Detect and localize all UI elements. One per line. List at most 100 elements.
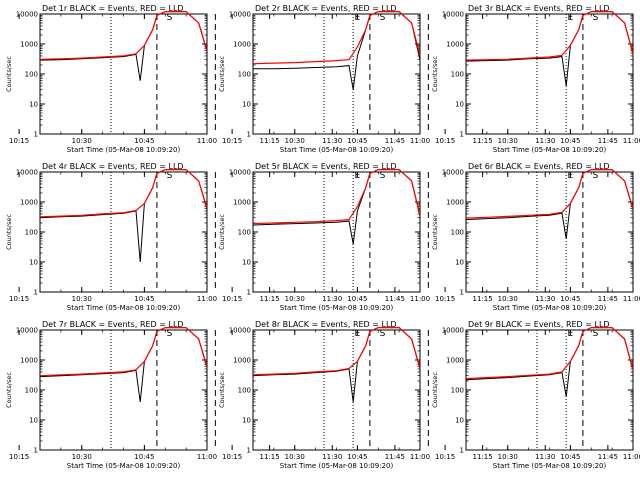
y-tick-label: 10	[242, 101, 251, 109]
y-axis-label: Counts/sec	[5, 56, 13, 92]
start-marker-label: S	[593, 13, 599, 23]
y-tick-label: 1000	[233, 199, 251, 207]
x-tick-label: 11:15	[260, 137, 280, 145]
x-tick-label: 11:00	[197, 295, 217, 303]
y-tick-label: 1000	[20, 199, 38, 207]
x-tick-label: 10:15	[222, 137, 242, 145]
y-tick-label: 10	[242, 259, 251, 267]
x-tick-label: 10:15	[9, 453, 29, 461]
x-tick-label: 10:15	[435, 137, 455, 145]
start-marker-label: S	[380, 171, 386, 181]
y-axis-label: Counts/sec	[431, 372, 439, 408]
chart-panel: Det 2r BLACK = Events, RED = LLD 1 10 100 10…	[218, 4, 618, 154]
series-group	[40, 327, 207, 402]
x-tick-label: 10:30	[498, 453, 518, 461]
x-tick-label: 11:15	[260, 295, 280, 303]
x-tick-label: 10:30	[72, 453, 92, 461]
x-tick-label: 11:30	[322, 137, 342, 145]
y-tick-label: 10	[29, 101, 38, 109]
y-tick-label: 10	[455, 417, 464, 425]
y-axis-label: Counts/sec	[431, 214, 439, 250]
x-tick-label: 11:30	[535, 295, 555, 303]
events-series-line	[466, 169, 633, 239]
x-tick-label: 10:30	[498, 137, 518, 145]
y-tick-label: 100	[25, 71, 38, 79]
x-tick-label: 10:45	[560, 453, 580, 461]
start-marker-label: S	[593, 171, 599, 181]
x-tick-label: 11:00	[197, 453, 217, 461]
chart-panel: Det 3r BLACK = Events, RED = LLD 1 10 100 10…	[431, 4, 640, 154]
start-marker-label: S	[167, 329, 173, 339]
x-axis-label: Start Time (05-Mar-08 10:09:20)	[493, 304, 607, 312]
y-axis-label: Counts/sec	[5, 214, 13, 250]
y-tick-label: 10000	[16, 169, 38, 177]
x-tick-label: 10:15	[9, 295, 29, 303]
lld-series-line	[466, 169, 633, 219]
x-tick-label: 10:45	[347, 295, 367, 303]
plot-frame	[252, 13, 421, 135]
x-tick-label: 11:30	[535, 453, 555, 461]
chart-title: Det 2r BLACK = Events, RED = LLD	[255, 4, 397, 13]
y-tick-label: 1	[34, 289, 38, 297]
x-tick-label: 11:00	[197, 137, 217, 145]
x-tick-label: 11:45	[598, 453, 618, 461]
x-tick-label: 11:00	[623, 453, 640, 461]
x-tick-label: 10:15	[222, 295, 242, 303]
chart-panel: Det 6r BLACK = Events, RED = LLD 1 10 100 10…	[431, 162, 640, 312]
y-tick-label: 10	[29, 259, 38, 267]
lld-series-line	[40, 327, 207, 377]
y-tick-label: 1000	[446, 357, 464, 365]
x-tick-label: 10:15	[9, 137, 29, 145]
x-tick-label: 10:30	[285, 295, 305, 303]
series-group	[253, 169, 420, 244]
start-marker-label: S	[167, 13, 173, 23]
x-axis-label: Start Time (05-Mar-08 10:09:20)	[280, 462, 394, 470]
y-tick-label: 1000	[446, 41, 464, 49]
y-tick-label: 100	[25, 387, 38, 395]
x-tick-label: 11:45	[385, 295, 405, 303]
series-group	[466, 169, 633, 239]
events-series-line	[466, 327, 633, 397]
x-tick-label: 10:15	[222, 453, 242, 461]
chart-title: Det 1r BLACK = Events, RED = LLD	[42, 4, 184, 13]
x-tick-label: 10:45	[560, 137, 580, 145]
x-tick-label: 10:30	[285, 137, 305, 145]
chart-title: Det 7r BLACK = Events, RED = LLD	[42, 320, 184, 329]
y-tick-label: 1000	[446, 199, 464, 207]
x-tick-label: 10:45	[347, 137, 367, 145]
x-tick-label: 11:00	[623, 137, 640, 145]
y-axis-label: Counts/sec	[218, 214, 226, 250]
plot-frame	[252, 329, 421, 451]
start-marker-label: S	[380, 329, 386, 339]
series-group	[466, 11, 633, 86]
y-tick-label: 10	[29, 417, 38, 425]
y-tick-label: 10000	[229, 11, 251, 19]
y-tick-label: 1	[460, 447, 464, 455]
y-tick-label: 1	[247, 447, 251, 455]
y-tick-label: 10	[455, 101, 464, 109]
x-tick-label: 10:45	[347, 453, 367, 461]
x-axis-label: Start Time (05-Mar-08 10:09:20)	[493, 462, 607, 470]
x-tick-label: 10:45	[134, 295, 154, 303]
x-tick-label: 11:15	[473, 137, 493, 145]
x-axis-label: Start Time (05-Mar-08 10:09:20)	[493, 146, 607, 154]
plot-frame	[39, 13, 208, 135]
start-marker-label: S	[593, 329, 599, 339]
x-tick-label: 11:30	[322, 295, 342, 303]
y-tick-label: 100	[25, 229, 38, 237]
chart-title: Det 6r BLACK = Events, RED = LLD	[468, 162, 610, 171]
y-tick-label: 100	[238, 387, 251, 395]
plot-frame	[465, 13, 634, 135]
lld-series-line	[253, 169, 420, 225]
plot-frame	[39, 329, 208, 451]
y-tick-label: 1000	[233, 357, 251, 365]
y-tick-label: 100	[238, 229, 251, 237]
y-tick-label: 10000	[229, 169, 251, 177]
chart-panel: Det 8r BLACK = Events, RED = LLD 1 10 100 10…	[218, 320, 618, 470]
x-tick-label: 10:30	[285, 453, 305, 461]
y-tick-label: 10000	[442, 169, 464, 177]
series-group	[40, 11, 207, 81]
x-tick-label: 10:45	[134, 137, 154, 145]
x-tick-label: 10:30	[498, 295, 518, 303]
